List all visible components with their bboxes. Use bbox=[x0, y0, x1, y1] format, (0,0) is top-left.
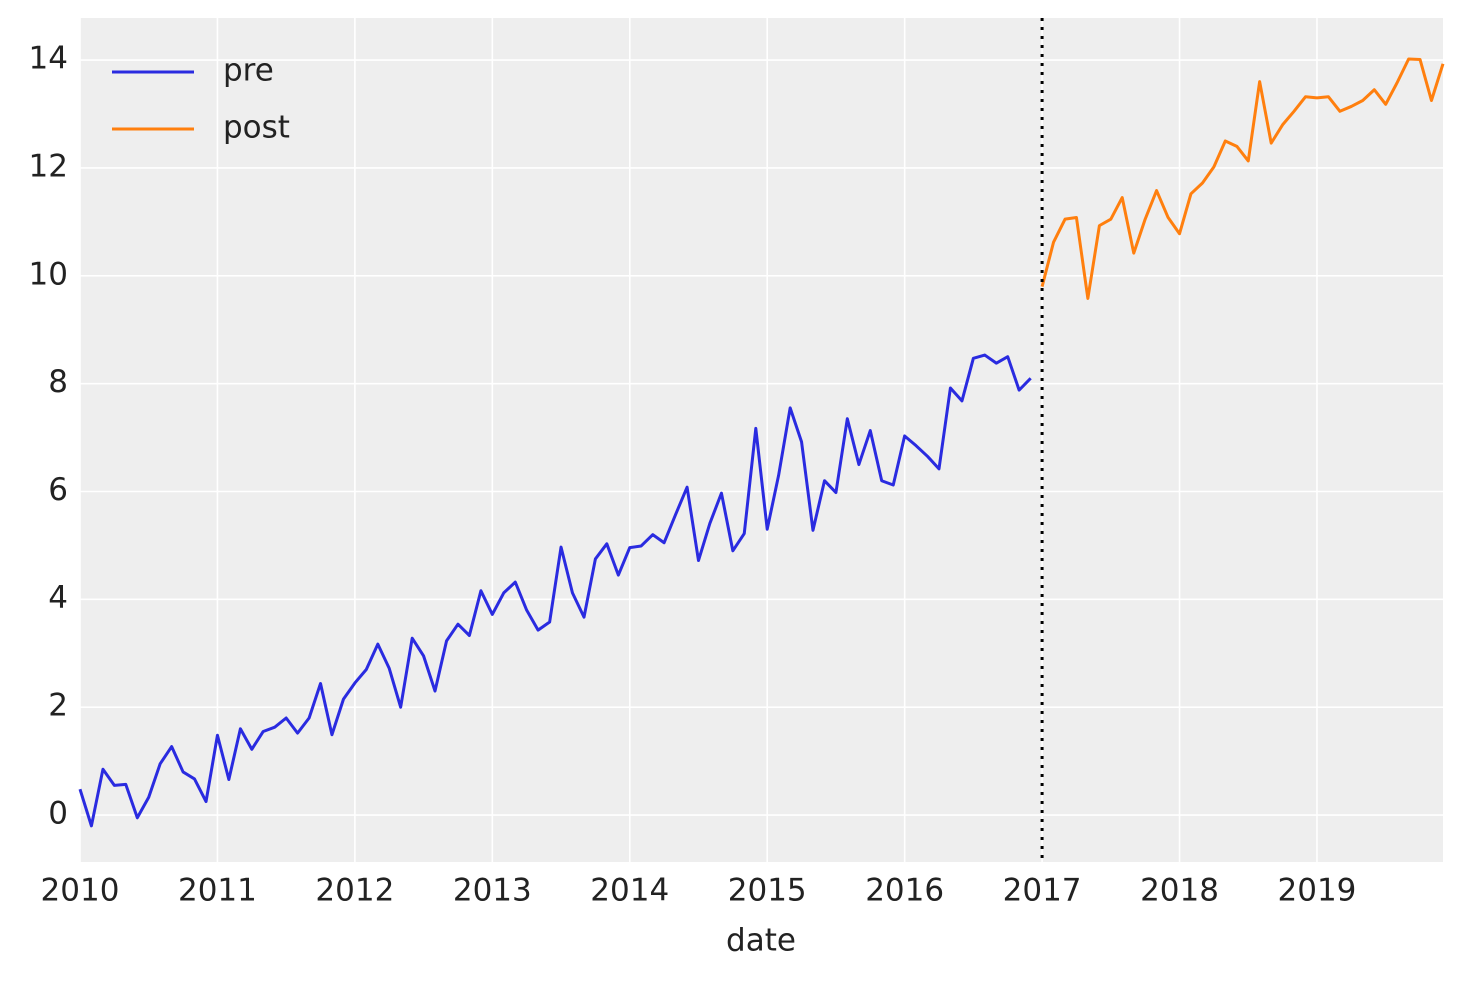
x-tick-label: 2010 bbox=[41, 873, 120, 909]
x-tick-label: 2015 bbox=[728, 873, 807, 909]
y-tick-label: 8 bbox=[48, 364, 68, 400]
x-tick-label: 2012 bbox=[315, 873, 394, 909]
y-tick-label: 6 bbox=[48, 472, 68, 508]
y-tick-label: 4 bbox=[48, 580, 68, 616]
x-tick-label: 2016 bbox=[865, 873, 944, 909]
data-line bbox=[1040, 57, 1445, 300]
x-tick-label: 2013 bbox=[453, 873, 532, 909]
y-tick-label: 10 bbox=[29, 256, 68, 292]
y-tick-label: 0 bbox=[48, 796, 68, 832]
legend-label: pre bbox=[223, 53, 274, 89]
x-tick-label: 2014 bbox=[590, 873, 669, 909]
x-tick-label: 2017 bbox=[1003, 873, 1082, 909]
x-axis-label: date bbox=[726, 923, 796, 959]
x-tick-label: 2018 bbox=[1140, 873, 1219, 909]
legend-label: post bbox=[223, 110, 290, 146]
data-line bbox=[78, 353, 1032, 828]
y-tick-label: 2 bbox=[48, 688, 68, 724]
x-tick-label: 2011 bbox=[178, 873, 257, 909]
y-tick-label: 14 bbox=[29, 41, 68, 77]
y-tick-label: 12 bbox=[29, 148, 68, 184]
x-tick-label: 2019 bbox=[1278, 873, 1357, 909]
